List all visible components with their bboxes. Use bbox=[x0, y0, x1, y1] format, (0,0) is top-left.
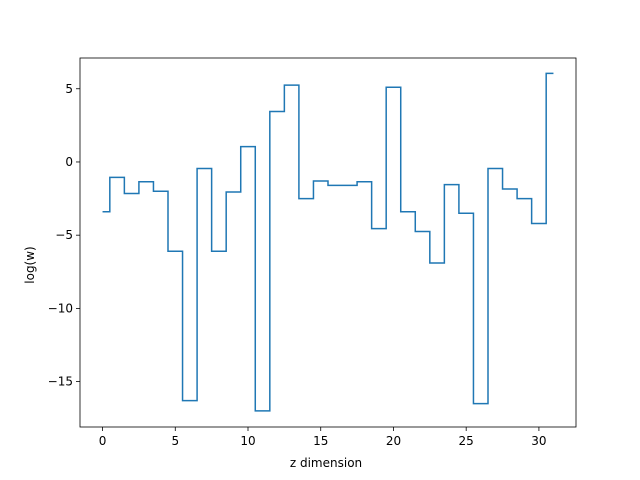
y-axis-label: log(w) bbox=[23, 246, 37, 283]
y-tick-label: −5 bbox=[55, 228, 73, 242]
x-axis-label: z dimension bbox=[290, 456, 362, 470]
y-tick-label: 0 bbox=[65, 155, 73, 169]
x-tick-label: 30 bbox=[531, 434, 546, 448]
x-tick-label: 10 bbox=[240, 434, 255, 448]
y-tick-label: −15 bbox=[48, 375, 73, 389]
y-tick-label: −10 bbox=[48, 301, 73, 315]
x-tick-label: 15 bbox=[313, 434, 328, 448]
x-tick-label: 20 bbox=[386, 434, 401, 448]
plot-frame bbox=[79, 57, 577, 428]
y-axis-ticks: 5 0 −5 −10 −15 bbox=[48, 82, 80, 389]
x-tick-label: 25 bbox=[459, 434, 474, 448]
x-tick-label: 0 bbox=[99, 434, 107, 448]
x-tick-label: 5 bbox=[171, 434, 179, 448]
series-line bbox=[102, 72, 554, 412]
x-axis-ticks: 0 5 10 15 20 25 30 bbox=[99, 427, 547, 448]
y-tick-label: 5 bbox=[65, 82, 73, 96]
